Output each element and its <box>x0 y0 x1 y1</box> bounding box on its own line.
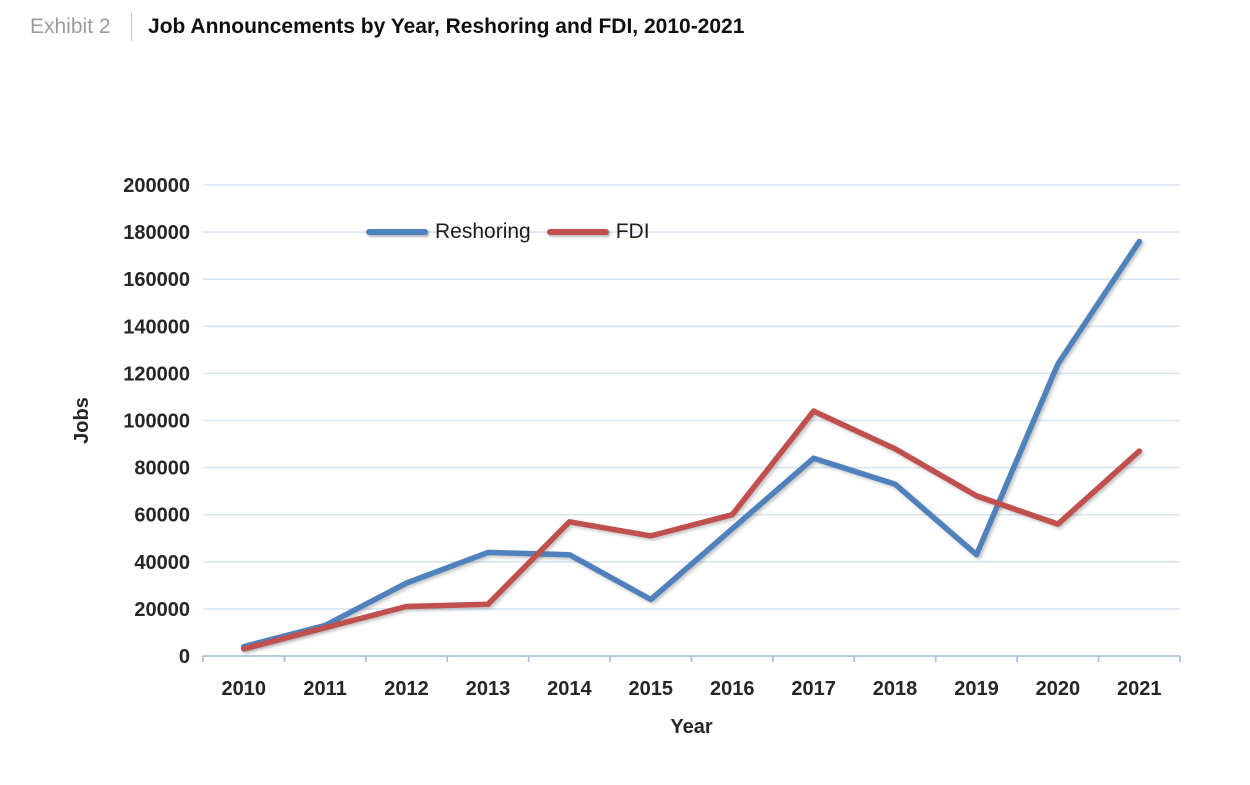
x-tick-label: 2014 <box>547 678 592 700</box>
y-tick-label: 120000 <box>123 363 190 385</box>
y-tick-label: 200000 <box>123 175 190 197</box>
chart-legend: Reshoring FDI <box>366 219 666 245</box>
y-tick-label: 100000 <box>123 411 190 433</box>
x-tick-label: 2020 <box>1036 678 1081 700</box>
y-tick-label: 20000 <box>134 599 190 621</box>
legend-item-fdi: FDI <box>546 220 650 244</box>
y-tick-label: 160000 <box>123 269 190 291</box>
y-tick-label: 0 <box>179 646 190 668</box>
x-tick-label: 2013 <box>466 678 511 700</box>
legend-label-fdi: FDI <box>615 220 650 243</box>
chart-title: Job Announcements by Year, Reshoring and… <box>148 15 745 38</box>
legend-item-reshoring: Reshoring <box>366 220 531 244</box>
y-tick-label: 40000 <box>134 552 190 574</box>
reshoring-line-swatch <box>366 229 428 235</box>
y-tick-label: 140000 <box>123 316 190 338</box>
x-tick-label: 2017 <box>791 678 836 700</box>
y-tick-label: 180000 <box>123 222 190 244</box>
x-tick-label: 2010 <box>221 678 266 700</box>
series-line-fdi <box>240 408 1143 652</box>
x-tick-label: 2016 <box>710 678 755 700</box>
x-tick-label: 2015 <box>629 678 674 700</box>
exhibit-label: Exhibit 2 <box>30 15 111 38</box>
fdi-line-swatch <box>546 229 609 235</box>
x-tick-label: 2018 <box>873 678 918 700</box>
x-tick-label: 2011 <box>303 678 346 700</box>
y-axis-title: Jobs <box>71 397 93 444</box>
legend-label-reshoring: Reshoring <box>435 220 531 243</box>
x-tick-label: 2012 <box>384 678 429 700</box>
series-line-reshoring <box>240 238 1143 650</box>
x-axis-title: Year <box>670 716 712 738</box>
y-tick-label: 80000 <box>134 458 190 480</box>
exhibit-header: Exhibit 2 Job Announcements by Year, Res… <box>30 12 744 42</box>
x-tick-label: 2021 <box>1117 678 1162 700</box>
y-tick-label: 60000 <box>134 505 190 527</box>
x-tick-label: 2019 <box>954 678 999 700</box>
header-divider <box>130 13 133 41</box>
